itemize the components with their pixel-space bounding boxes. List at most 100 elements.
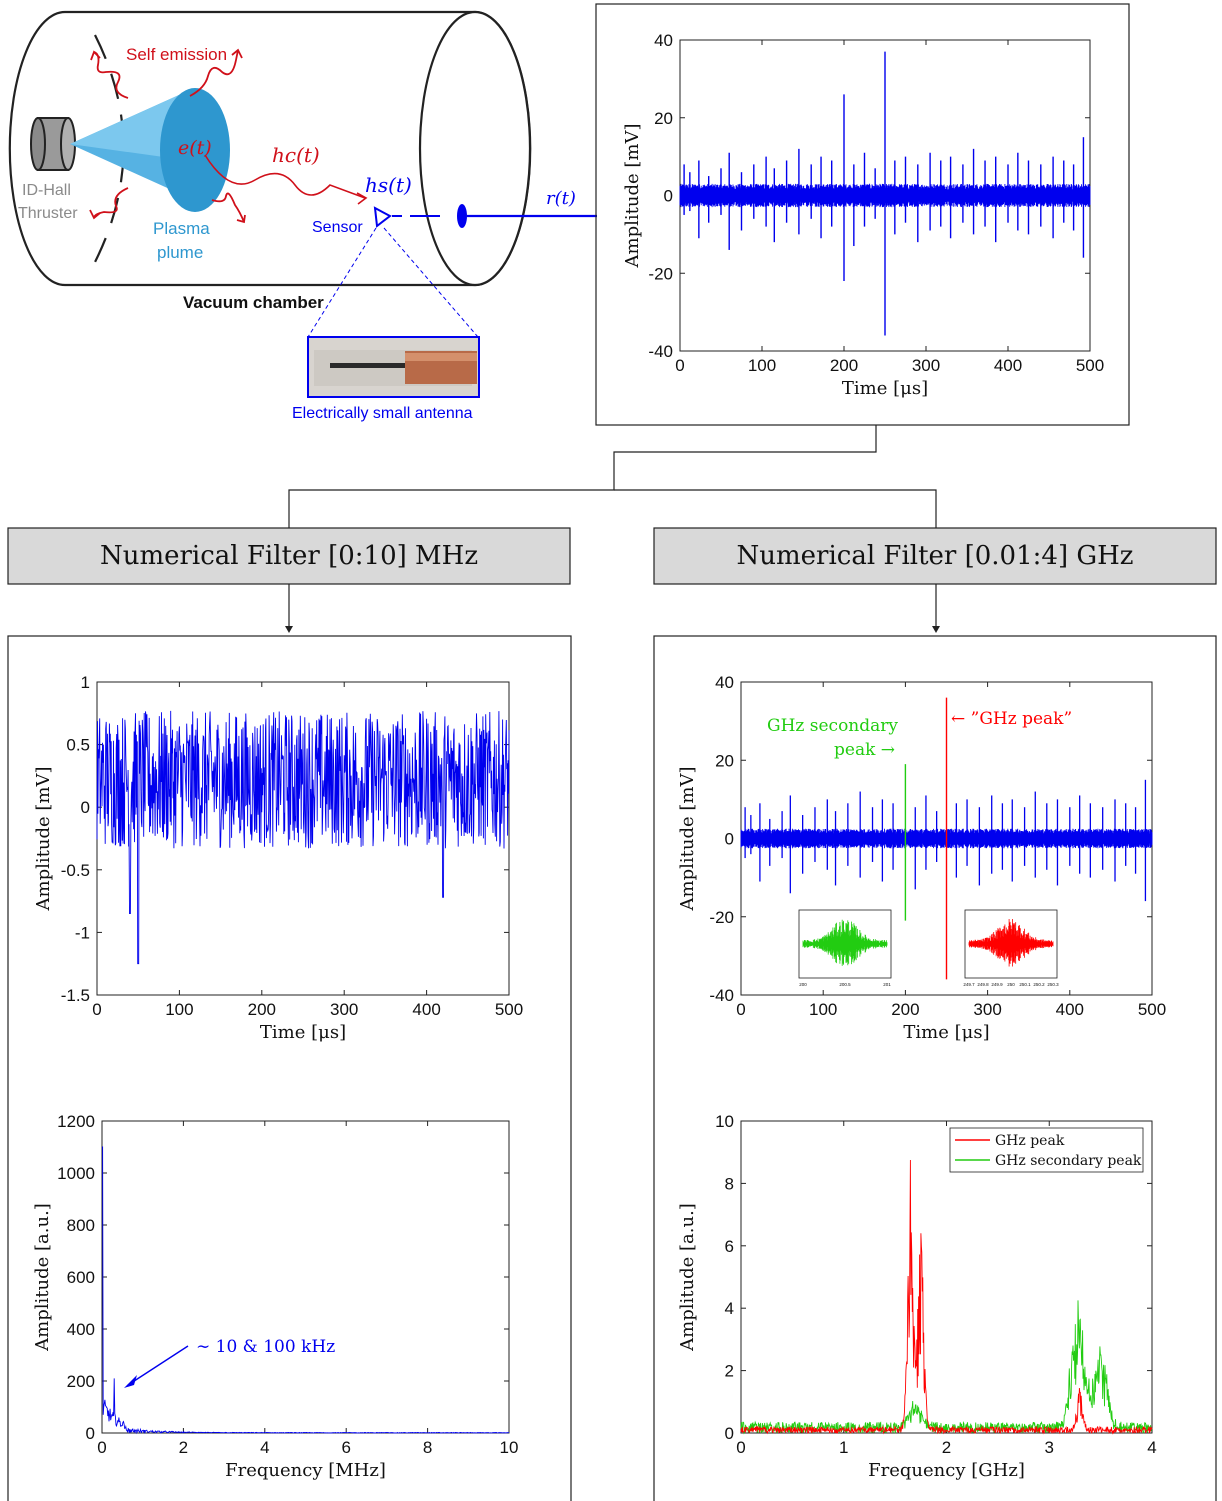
antenna-caption: Electrically small antenna: [292, 405, 473, 422]
ghz-results-frame: [653, 635, 1217, 1501]
y-tick-label: 20: [654, 109, 673, 128]
y-tick-label: 0: [86, 1424, 95, 1443]
y-axis-label: Amplitude [mV]: [33, 767, 54, 912]
y-tick-label: 4: [725, 1299, 734, 1318]
y-tick-label: -1: [75, 923, 90, 942]
x-tick-label: 4: [260, 1438, 269, 1457]
y-tick-label: 1000: [57, 1164, 95, 1183]
plasma-label-line1: Plasma: [153, 219, 210, 238]
x-tick-label: 6: [341, 1438, 350, 1457]
x-tick-label: 400: [1056, 1000, 1084, 1019]
inset-tick-label: 200: [799, 982, 807, 987]
annotation-arrow: [127, 1345, 189, 1386]
y-tick-label: 600: [67, 1268, 95, 1287]
inset-waveform: [802, 919, 888, 966]
x-tick-label: 400: [994, 356, 1022, 375]
x-tick-label: 2: [179, 1438, 188, 1457]
raw-signal-chart: 0 100 200 300 400 500 -40 -20 0 20 40 Time [μs] Ampl…: [622, 31, 1104, 399]
y-tick-label: -20: [709, 908, 734, 927]
main-peak-inset: 249.7 249.8 249.9 250 250.1 250.2 250.3: [963, 909, 1059, 987]
x-tick-label: 3: [1045, 1438, 1054, 1457]
ghz-time-chart: 0 100 200 300 400 500 -40 -20 0 20 40 Time [μs] Ampl…: [677, 673, 1166, 1043]
x-tick-label: 100: [748, 356, 776, 375]
y-tick-label: 0: [664, 187, 673, 206]
main-peak-spectrum: [740, 1159, 1153, 1435]
y-tick-label: 40: [715, 673, 734, 692]
x-axis-label: Time [μs]: [260, 1022, 346, 1043]
legend: GHz peak GHz secondary peak: [949, 1127, 1144, 1173]
y-tick-label: 1200: [57, 1112, 95, 1131]
x-tick-label: 0: [97, 1438, 106, 1457]
vacuum-chamber-schematic: Self emission ID-Hall Thruster Plasma pl…: [8, 10, 597, 422]
x-tick-label: 0: [736, 1000, 745, 1019]
arrow-down-right-icon: [932, 626, 940, 633]
main-peak-label: ← ”GHz peak”: [951, 709, 1072, 729]
x-tick-label: 8: [423, 1438, 432, 1457]
inset-tick-label: 249.8: [977, 982, 989, 987]
chamber-end-cap: [418, 10, 532, 287]
thruster-label-line2: Thruster: [18, 205, 78, 222]
y-axis-label: Amplitude [mV]: [622, 124, 643, 269]
x-tick-label: 1: [839, 1438, 848, 1457]
y-tick-label: 2: [725, 1362, 734, 1381]
sensor-response-label: hs(t): [365, 173, 412, 197]
zoom-lines: [307, 227, 479, 338]
y-tick-label: -20: [648, 264, 673, 283]
raw-signal-frame: [595, 3, 1130, 426]
mhz-frequency-chart: 0 2 4 6 8 10 0 200 400 600 800 1000 1200 Frequency [M…: [32, 1112, 518, 1481]
plot-area: [101, 1120, 510, 1434]
self-emission-arrows: [89, 48, 368, 224]
inset-tick-label: 249.7: [963, 982, 975, 987]
x-tick-label: 500: [495, 1000, 523, 1019]
legend-entry: GHz peak: [995, 1133, 1065, 1149]
y-tick-label: 800: [67, 1216, 95, 1235]
plasma-plume-icon: [70, 88, 230, 212]
channel-response-label: hc(t): [272, 143, 320, 167]
y-tick-label: 40: [654, 31, 673, 50]
x-tick-label: 300: [912, 356, 940, 375]
mhz-time-series: [96, 710, 510, 965]
annotation-label: ∼ 10 & 100 kHz: [196, 1337, 335, 1357]
filter-mhz-box: [7, 527, 571, 585]
x-tick-label: 0: [92, 1000, 101, 1019]
inset-tick-label: 250: [1007, 982, 1015, 987]
y-axis-label: Amplitude [a.u.]: [32, 1203, 53, 1352]
filter-ghz-label: Numerical Filter [0.01:4] GHz: [736, 541, 1133, 571]
inset-tick-label: 201: [883, 982, 891, 987]
noise-band: [740, 828, 1153, 849]
secondary-peak-label-line2: peak →: [834, 740, 895, 760]
y-tick-label: -0.5: [61, 861, 90, 880]
y-tick-label: 1: [81, 673, 90, 692]
y-tick-label: 0.5: [66, 736, 90, 755]
y-tick-label: 0: [725, 1424, 734, 1443]
ghz-frequency-chart: 0 1 2 3 4 0 2 4 6 8 10 Frequency [GHz] Amplitude [a.…: [677, 1112, 1157, 1481]
y-tick-label: 200: [67, 1372, 95, 1391]
mhz-spectrum-series: [102, 1146, 510, 1435]
self-emission-label: Self emission: [126, 45, 227, 64]
received-signal-label: r(t): [546, 188, 576, 209]
x-axis-label: Frequency [GHz]: [868, 1460, 1025, 1481]
vacuum-chamber-label: Vacuum chamber: [183, 293, 324, 312]
filter-mhz-label: Numerical Filter [0:10] MHz: [100, 541, 478, 571]
y-tick-label: 10: [715, 1112, 734, 1131]
secondary-peak-label-line1: GHz secondary: [767, 716, 898, 736]
x-tick-label: 300: [330, 1000, 358, 1019]
secondary-peak-inset: 200 200.5 201: [798, 909, 892, 987]
y-tick-label: 6: [725, 1237, 734, 1256]
filter-ghz-box: [653, 527, 1217, 585]
emission-signal-label: e(t): [178, 137, 212, 159]
sensor-label: Sensor: [312, 219, 363, 236]
x-tick-label: 300: [973, 1000, 1001, 1019]
x-tick-label: 100: [165, 1000, 193, 1019]
y-tick-label: 8: [725, 1174, 734, 1193]
inset-waveform: [968, 919, 1054, 967]
x-tick-label: 500: [1138, 1000, 1166, 1019]
y-tick-label: 400: [67, 1320, 95, 1339]
x-tick-label: 2: [942, 1438, 951, 1457]
y-axis-label: Amplitude [mV]: [677, 767, 698, 912]
sensor-icon: [373, 206, 392, 228]
legend-entry: GHz secondary peak: [995, 1153, 1142, 1169]
arrow-down-left-icon: [285, 626, 293, 633]
y-tick-label: 0: [81, 798, 90, 817]
